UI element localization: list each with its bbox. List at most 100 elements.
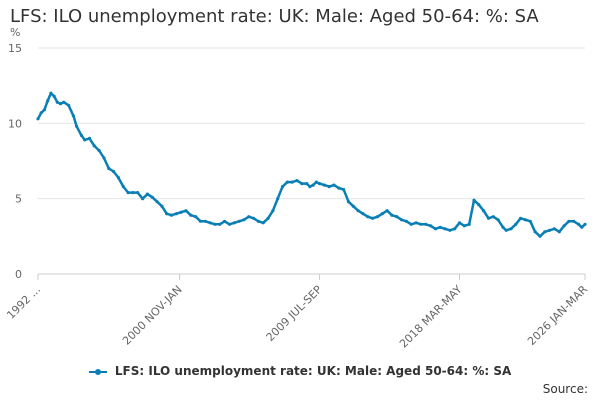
data-point: [112, 169, 116, 174]
data-point: [280, 185, 285, 189]
data-point: [79, 133, 83, 137]
data-point: [385, 209, 389, 213]
y-tick-label: 5: [15, 193, 22, 206]
data-point: [580, 225, 584, 229]
data-point: [179, 210, 183, 214]
data-point: [305, 182, 309, 186]
data-point: [308, 185, 312, 189]
data-point: [557, 230, 561, 234]
data-point: [567, 219, 571, 223]
data-point: [145, 192, 149, 196]
data-point: [285, 180, 289, 184]
y-axis-ticks: 0 5 10 15: [8, 42, 22, 281]
data-point: [184, 209, 188, 213]
data-point: [482, 209, 486, 213]
data-point: [116, 176, 120, 180]
series-line[interactable]: [36, 91, 587, 238]
data-point: [92, 144, 96, 148]
data-point: [332, 183, 336, 187]
data-point: [528, 219, 532, 223]
data-point: [247, 215, 251, 219]
data-point: [486, 216, 491, 220]
data-point: [136, 191, 140, 195]
data-point: [256, 219, 260, 223]
data-point: [107, 166, 111, 171]
data-point: [46, 99, 50, 103]
data-point: [583, 222, 587, 226]
legend[interactable]: LFS: ILO unemployment rate: UK: Male: Ag…: [0, 364, 600, 378]
x-tick-label: 2026 JAN-MAR: [525, 283, 590, 348]
data-point: [375, 215, 380, 219]
data-point: [295, 179, 299, 183]
data-point: [87, 136, 92, 140]
data-point: [160, 204, 164, 208]
data-point: [317, 182, 322, 186]
data-point: [467, 222, 471, 226]
data-point: [169, 213, 174, 217]
data-point: [462, 224, 466, 228]
data-point: [300, 182, 304, 186]
data-point: [472, 198, 476, 202]
data-point: [203, 219, 207, 223]
data-point: [71, 114, 75, 118]
gridlines: [38, 47, 585, 275]
data-point: [213, 222, 217, 226]
data-point: [351, 204, 355, 208]
data-point: [42, 108, 47, 112]
data-point: [366, 215, 370, 219]
data-point: [131, 191, 135, 195]
data-point: [453, 227, 457, 231]
data-point: [523, 218, 528, 222]
data-point: [261, 221, 265, 225]
data-point: [75, 124, 79, 128]
data-point: [55, 100, 59, 104]
data-point: [36, 117, 40, 121]
data-point: [346, 200, 351, 204]
data-point: [252, 216, 256, 220]
data-point: [242, 218, 246, 222]
data-point: [477, 203, 481, 207]
data-point: [562, 224, 566, 228]
data-point: [322, 183, 326, 187]
data-point: [189, 213, 193, 217]
data-point: [271, 209, 275, 213]
data-point: [150, 195, 154, 199]
data-point: [311, 183, 315, 187]
chart-title: LFS: ILO unemployment rate: UK: Male: Ag…: [10, 6, 539, 27]
data-point: [496, 218, 500, 222]
data-point: [380, 212, 384, 216]
data-point: [577, 222, 581, 226]
x-tick-label: 2000 NOV-JAN: [120, 283, 185, 348]
data-point: [314, 180, 318, 184]
data-point: [232, 221, 236, 225]
data-point: [49, 91, 53, 95]
x-tick-label: 1992 ...: [4, 283, 43, 322]
data-point: [198, 219, 203, 223]
data-point: [194, 215, 198, 219]
data-point: [395, 215, 399, 219]
y-tick-label: 0: [15, 268, 22, 281]
data-point: [227, 222, 232, 226]
data-point: [514, 222, 518, 226]
data-point: [141, 197, 145, 201]
data-point: [409, 222, 413, 226]
y-tick-label: 15: [8, 42, 22, 55]
data-point: [337, 186, 341, 190]
data-point: [155, 200, 159, 204]
data-point: [404, 219, 408, 223]
data-point: [491, 215, 495, 219]
data-point: [356, 209, 360, 213]
data-point: [58, 102, 63, 106]
data-point: [548, 228, 552, 232]
data-point: [424, 222, 428, 226]
data-point: [266, 216, 270, 220]
data-point: [504, 228, 508, 232]
x-axis-ticks: 1992 ... 2000 NOV-JAN 2009 JUL-SEP 2018 MAR…: [4, 274, 590, 351]
data-point: [429, 224, 433, 228]
data-point: [533, 230, 537, 234]
data-point: [438, 225, 442, 229]
legend-swatch: [88, 368, 107, 375]
data-point: [121, 185, 125, 189]
data-point: [102, 156, 106, 160]
